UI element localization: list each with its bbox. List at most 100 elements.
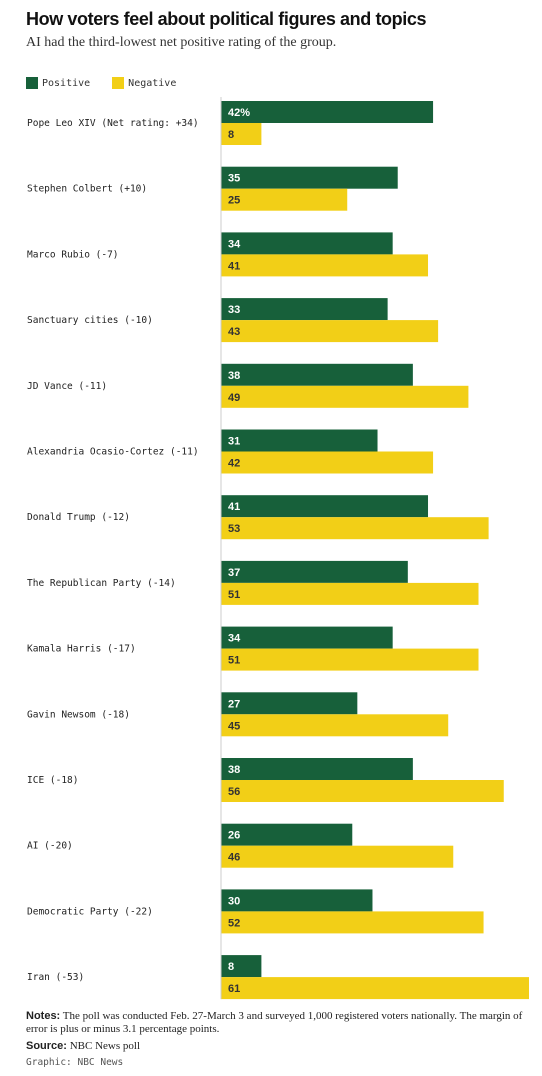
legend-label-negative: Negative (128, 77, 177, 89)
row-label: Sanctuary cities (-10) (27, 315, 153, 326)
row-label: Gavin Newsom (-18) (27, 709, 130, 720)
bar-negative (221, 648, 479, 671)
bar-value-positive: 27 (228, 698, 240, 710)
bar-value-positive: 38 (228, 764, 240, 776)
bar-value-negative: 45 (228, 720, 240, 732)
row-label: Alexandria Ocasio-Cortez (-11) (27, 447, 199, 458)
bar-value-positive: 34 (228, 238, 241, 250)
chart-row: Alexandria Ocasio-Cortez (-11) 31 42 (27, 429, 434, 474)
row-label: Iran (-53) (27, 972, 84, 983)
bar-value-negative: 56 (228, 786, 240, 798)
legend-item-negative: Negative (112, 77, 176, 89)
chart-row: JD Vance (-11) 38 49 (27, 363, 469, 408)
bar-value-negative: 8 (228, 129, 234, 141)
row-label: The Republican Party (-14) (27, 578, 176, 589)
notes: Notes: The poll was conducted Feb. 27-Ma… (26, 1010, 526, 1036)
bar-value-positive: 37 (228, 567, 240, 579)
bar-negative (221, 845, 454, 868)
chart-row: Donald Trump (-12) 41 53 (27, 495, 489, 540)
bar-positive (221, 232, 393, 255)
bar-positive (221, 495, 429, 518)
bar-negative (221, 911, 484, 934)
row-label: Kamala Harris (-17) (27, 644, 136, 655)
bar-negative (221, 320, 439, 343)
notes-text: The poll was conducted Feb. 27-March 3 a… (26, 1010, 523, 1036)
chart-row: The Republican Party (-14) 37 51 (27, 560, 479, 605)
bar-positive (221, 363, 413, 386)
bar-negative (221, 385, 469, 408)
source-text: NBC News poll (66, 1040, 140, 1052)
bar-value-positive: 41 (228, 501, 240, 513)
row-label: Stephen Colbert (+10) (27, 184, 147, 195)
chart-row: Gavin Newsom (-18) 27 45 (27, 692, 449, 737)
bar-positive (221, 429, 378, 452)
bar-positive (221, 101, 434, 123)
chart-title: How voters feel about political figures … (26, 9, 427, 29)
chart-row: Iran (-53) 8 61 (27, 955, 529, 1000)
row-label: Democratic Party (-22) (27, 906, 153, 917)
bar-value-negative: 52 (228, 917, 240, 929)
notes-label: Notes: (26, 1010, 61, 1022)
chart-row: Democratic Party (-22) 30 52 (27, 889, 484, 934)
legend-swatch-positive (26, 77, 38, 89)
legend-label-positive: Positive (42, 77, 91, 89)
bar-positive (221, 758, 413, 780)
bar-negative (221, 977, 529, 1000)
bar-value-positive: 34 (228, 633, 241, 645)
chart-row: Kamala Harris (-17) 34 51 (27, 626, 479, 671)
bar-value-negative: 51 (228, 589, 240, 601)
chart-subtitle: AI had the third-lowest net positive rat… (26, 35, 337, 50)
bar-value-negative: 41 (228, 260, 240, 272)
bar-positive (221, 626, 393, 649)
bar-positive (221, 692, 358, 715)
bar-positive (221, 823, 353, 846)
source: Source: NBC News poll (26, 1040, 140, 1052)
row-label: Marco Rubio (-7) (27, 249, 119, 260)
bar-value-positive: 30 (228, 895, 240, 907)
bar-negative (221, 451, 434, 474)
bar-value-positive: 8 (228, 961, 234, 973)
bar-value-negative: 42 (228, 458, 240, 470)
bar-value-positive: 42% (228, 107, 250, 119)
source-label: Source: (26, 1040, 67, 1052)
bar-negative (221, 188, 348, 211)
legend-swatch-negative (112, 77, 125, 89)
bar-positive (221, 889, 373, 912)
bar-value-negative: 51 (228, 655, 240, 667)
bar-value-negative: 43 (228, 326, 240, 338)
row-label: AI (-20) (27, 841, 73, 852)
bar-value-negative: 25 (228, 195, 240, 207)
legend-item-positive: Positive (26, 77, 90, 89)
bar-negative (221, 780, 504, 802)
legend: Positive Negative (26, 76, 198, 90)
bar-positive (221, 560, 408, 583)
graphic-credit: Graphic: NBC News (26, 1057, 124, 1068)
bar-value-negative: 46 (228, 852, 240, 864)
bar-value-negative: 61 (228, 983, 240, 995)
chart-row: Marco Rubio (-7) 34 41 (27, 232, 429, 277)
bar-positive (221, 955, 262, 978)
bar-value-negative: 53 (228, 523, 240, 535)
chart-row: ICE (-18) 38 56 (27, 758, 504, 802)
bar-negative (221, 714, 449, 737)
bar-value-positive: 26 (228, 830, 240, 842)
row-label: JD Vance (-11) (27, 381, 107, 392)
bar-negative (221, 517, 489, 540)
chart-row: Sanctuary cities (-10) 33 43 (27, 298, 439, 343)
bar-positive (221, 166, 398, 189)
row-label: Pope Leo XIV (Net rating: +34) (27, 118, 199, 129)
row-label: Donald Trump (-12) (27, 512, 130, 523)
bar-value-positive: 38 (228, 370, 240, 382)
bar-value-positive: 33 (228, 304, 240, 316)
bar-value-positive: 31 (228, 436, 240, 448)
row-label: ICE (-18) (27, 775, 78, 786)
bar-negative (221, 582, 479, 605)
chart-row: AI (-20) 26 46 (27, 823, 454, 868)
bar-chart: Pope Leo XIV (Net rating: +34) 42% 8 Stephe… (27, 97, 529, 1000)
bar-negative (221, 123, 262, 145)
bar-value-negative: 49 (228, 392, 240, 404)
chart-row: Pope Leo XIV (Net rating: +34) 42% 8 (27, 101, 434, 145)
bar-negative (221, 254, 429, 277)
chart-row: Stephen Colbert (+10) 35 25 (27, 166, 398, 211)
bar-value-positive: 35 (228, 173, 240, 185)
